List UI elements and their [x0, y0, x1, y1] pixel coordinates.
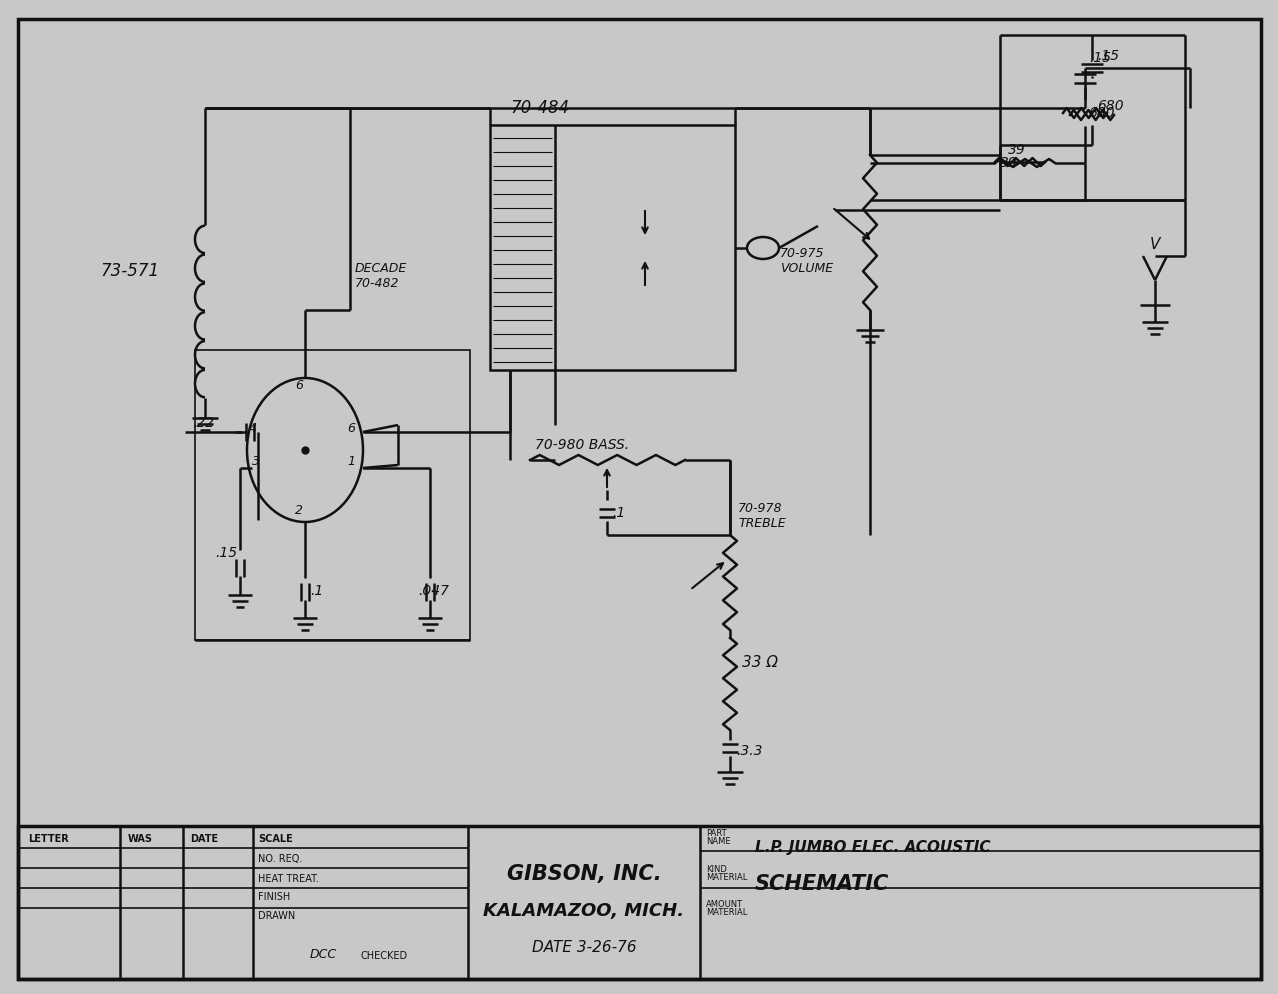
Text: 70-484: 70-484	[510, 99, 569, 117]
Text: .047: .047	[418, 584, 449, 598]
Text: L.P. JUMBO ELEC. ACOUSTIC: L.P. JUMBO ELEC. ACOUSTIC	[755, 840, 990, 855]
Text: 73-571: 73-571	[100, 262, 160, 280]
Text: 1: 1	[348, 455, 355, 468]
Text: 70-975
VOLUME: 70-975 VOLUME	[780, 247, 833, 275]
Text: GIBSON, INC.: GIBSON, INC.	[506, 864, 661, 884]
Text: AMOUNT: AMOUNT	[705, 900, 743, 909]
Text: .15: .15	[215, 546, 238, 560]
Text: 39: 39	[999, 156, 1017, 170]
Text: WAS: WAS	[128, 834, 153, 844]
Text: DRAWN: DRAWN	[258, 911, 295, 921]
Text: 680: 680	[1097, 99, 1123, 113]
Text: HEAT TREAT.: HEAT TREAT.	[258, 874, 320, 884]
Text: 4: 4	[249, 422, 257, 435]
Text: 3: 3	[252, 455, 259, 468]
Text: 33 Ω: 33 Ω	[743, 655, 778, 670]
Text: DATE 3-26-76: DATE 3-26-76	[532, 939, 636, 954]
Text: FINISH: FINISH	[258, 892, 290, 902]
Text: SCHEMATIC: SCHEMATIC	[755, 874, 889, 894]
Text: MATERIAL: MATERIAL	[705, 873, 748, 882]
Bar	[196, 350, 470, 640]
Text: .15: .15	[1089, 51, 1111, 65]
Text: LETTER: LETTER	[28, 834, 69, 844]
Text: DATE: DATE	[190, 834, 219, 844]
Text: 6: 6	[295, 379, 303, 392]
Bar	[489, 125, 735, 370]
Text: PART: PART	[705, 829, 727, 838]
Text: SCALE: SCALE	[258, 834, 293, 844]
Text: DECADE
70-482: DECADE 70-482	[355, 262, 408, 290]
Text: 70-980 BASS.: 70-980 BASS.	[535, 438, 629, 452]
Text: 70-978
TREBLE: 70-978 TREBLE	[737, 502, 786, 530]
Text: NAME: NAME	[705, 837, 731, 846]
Text: KIND: KIND	[705, 865, 727, 874]
Text: CHECKED: CHECKED	[360, 951, 408, 961]
Text: V: V	[1150, 237, 1160, 252]
Text: 2: 2	[295, 504, 303, 517]
Text: .1: .1	[612, 506, 625, 520]
Text: 39: 39	[1008, 143, 1026, 157]
Bar	[18, 826, 1261, 979]
Text: DCC: DCC	[311, 948, 337, 961]
Text: MATERIAL: MATERIAL	[705, 908, 748, 917]
Text: .1: .1	[311, 584, 323, 598]
Text: KALAMAZOO, MICH.: KALAMAZOO, MICH.	[483, 902, 685, 920]
Text: 6: 6	[348, 422, 355, 435]
Text: 680: 680	[1088, 106, 1114, 120]
Text: .15: .15	[1097, 49, 1120, 63]
Text: NO. REQ.: NO. REQ.	[258, 854, 303, 864]
Text: .3.3: .3.3	[736, 744, 763, 758]
Text: .22: .22	[192, 416, 215, 430]
